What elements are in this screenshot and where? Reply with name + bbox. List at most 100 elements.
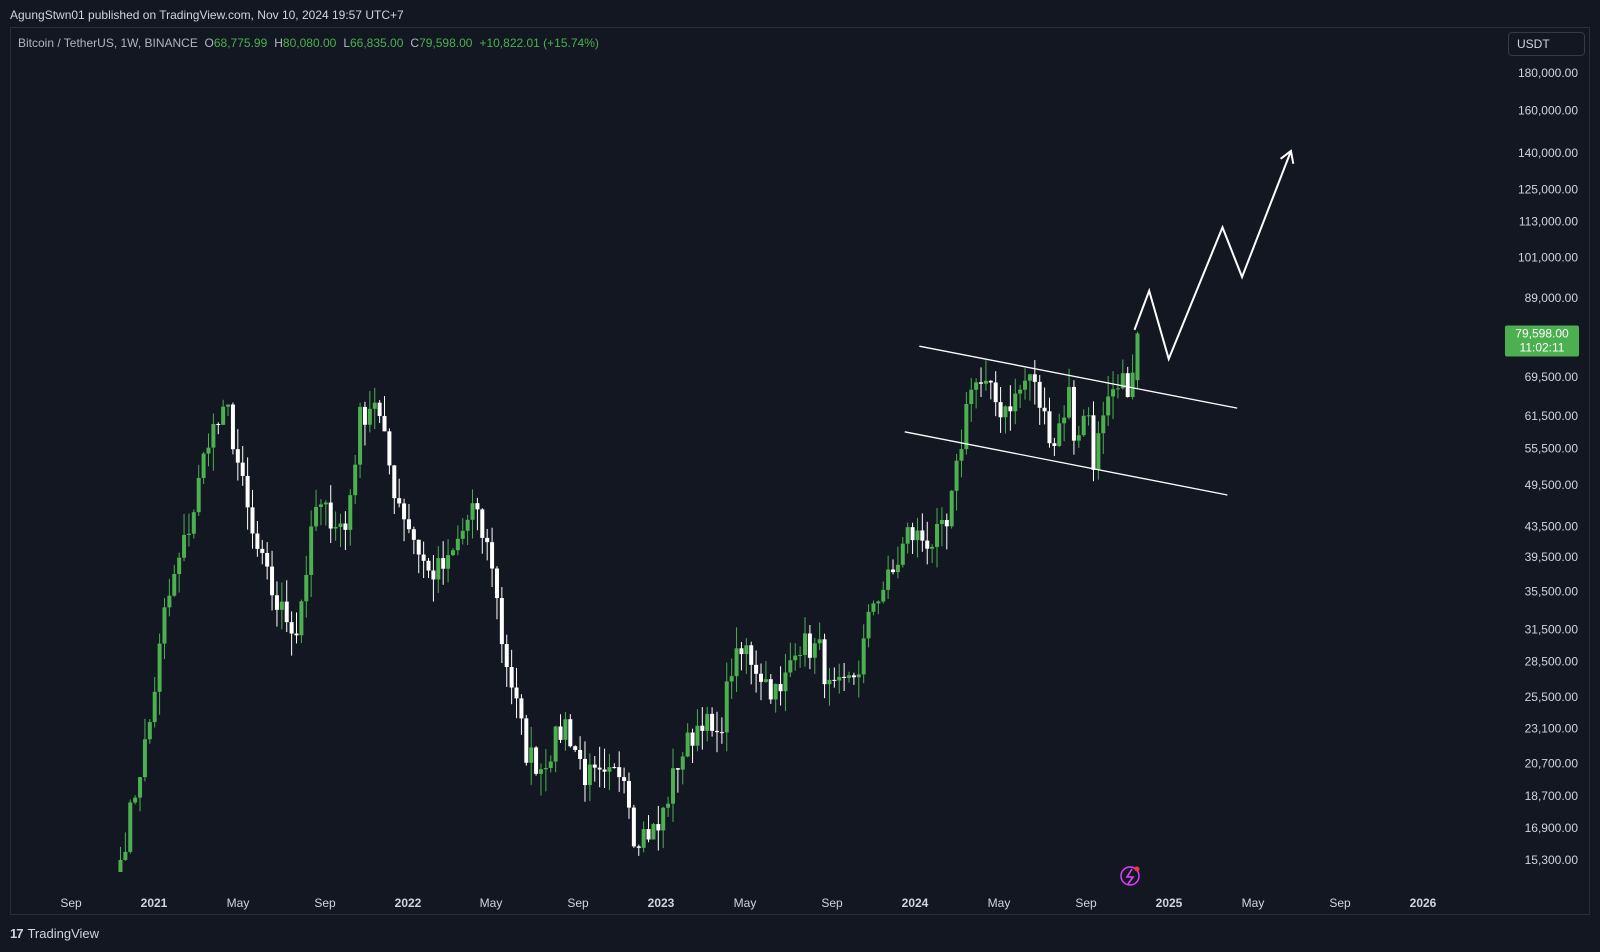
candle-body bbox=[636, 846, 641, 848]
candle-body bbox=[969, 389, 974, 405]
candle-body bbox=[118, 860, 123, 872]
candle-body bbox=[362, 406, 367, 425]
x-tick-label: May bbox=[227, 896, 250, 910]
candle-body bbox=[573, 746, 578, 750]
candle-body bbox=[983, 380, 988, 384]
candle-body bbox=[612, 767, 617, 769]
last-price-badge bbox=[1505, 325, 1579, 357]
legend-high: 80,080.00 bbox=[282, 36, 337, 50]
candle-body bbox=[626, 780, 631, 808]
candle-body bbox=[485, 537, 490, 543]
candle-body bbox=[230, 404, 235, 450]
candle-body bbox=[147, 722, 152, 740]
candle-body bbox=[348, 495, 353, 530]
candle-body bbox=[167, 595, 172, 608]
candle-body bbox=[446, 555, 451, 569]
candle-body bbox=[343, 523, 348, 530]
x-tick-label: May bbox=[988, 896, 1011, 910]
time-axis: Sep 2021 May Sep 2022 May Sep 2023 May Sep 2024 May… bbox=[60, 896, 1436, 910]
projection-path bbox=[1133, 150, 1292, 362]
candle-body bbox=[529, 747, 534, 763]
candle-body bbox=[1003, 406, 1008, 418]
candle-body bbox=[309, 526, 314, 575]
candle-body bbox=[563, 719, 568, 740]
candle-body bbox=[470, 503, 475, 520]
legend-close-label: C bbox=[410, 36, 420, 50]
candle-body bbox=[211, 423, 216, 448]
y-tick-label: 55,500.00 bbox=[1525, 442, 1579, 456]
y-tick-label: 31,500.00 bbox=[1525, 622, 1579, 636]
y-tick-label: 101,000.00 bbox=[1518, 250, 1578, 264]
candle-body bbox=[944, 519, 949, 527]
candle-body bbox=[700, 725, 705, 731]
candle-body bbox=[827, 679, 832, 685]
candle-body bbox=[900, 543, 905, 565]
candle-body bbox=[1086, 415, 1091, 417]
candle-body bbox=[436, 558, 441, 580]
candle-body bbox=[920, 530, 925, 541]
y-tick-label: 140,000.00 bbox=[1518, 146, 1578, 160]
candle-body bbox=[387, 431, 392, 466]
x-tick-label: Sep bbox=[1075, 896, 1097, 910]
candle-body bbox=[519, 698, 524, 719]
x-tick-label: 2022 bbox=[395, 896, 422, 910]
x-tick-label: 2023 bbox=[648, 896, 675, 910]
candle-body bbox=[856, 674, 861, 678]
candle-body bbox=[191, 512, 196, 534]
candle-body bbox=[260, 548, 265, 553]
candle-body bbox=[651, 824, 656, 840]
candle-body bbox=[822, 639, 827, 685]
candle-body bbox=[358, 406, 363, 465]
candle-body bbox=[255, 533, 260, 549]
channel-upper-line bbox=[919, 345, 1238, 409]
candle-body bbox=[587, 764, 592, 786]
y-tick-label: 89,000.00 bbox=[1525, 291, 1579, 305]
x-tick-label: May bbox=[1242, 896, 1265, 910]
candle-body bbox=[499, 598, 504, 645]
candle-body bbox=[558, 726, 563, 740]
candle-body bbox=[881, 589, 886, 602]
y-tick-label: 15,300.00 bbox=[1525, 853, 1579, 867]
candle-body bbox=[812, 643, 817, 658]
legend-symbol[interactable]: Bitcoin / TetherUS, 1W, BINANCE bbox=[18, 36, 198, 50]
candle-body bbox=[939, 519, 944, 525]
candle-body bbox=[778, 683, 783, 692]
candle-body bbox=[1032, 374, 1037, 382]
candle-body bbox=[891, 569, 896, 573]
candle-body bbox=[1008, 406, 1013, 412]
x-tick-label: 2021 bbox=[141, 896, 168, 910]
candle-body bbox=[1013, 393, 1018, 412]
drawings-layer bbox=[904, 149, 1295, 496]
x-tick-label: Sep bbox=[60, 896, 82, 910]
candle-body bbox=[675, 768, 680, 770]
lightning-event-icon[interactable] bbox=[1120, 866, 1140, 886]
candle-body bbox=[1052, 443, 1057, 446]
candle-body bbox=[460, 530, 465, 539]
candle-body bbox=[842, 676, 847, 678]
chart-frame[interactable] bbox=[10, 27, 1590, 915]
legend-open-label: O bbox=[204, 36, 214, 50]
candle-body bbox=[631, 807, 636, 847]
x-tick-label: 2024 bbox=[902, 896, 929, 910]
candle-body bbox=[182, 534, 187, 558]
candle-body bbox=[817, 639, 822, 644]
candle-body bbox=[328, 502, 333, 529]
candle-body bbox=[617, 767, 622, 778]
notification-dot bbox=[1134, 866, 1140, 872]
legend-high-label: H bbox=[274, 36, 283, 50]
candle-body bbox=[289, 622, 294, 634]
candle-body bbox=[406, 519, 411, 530]
candle-body bbox=[318, 504, 323, 507]
footer-branding[interactable]: 17 TradingView bbox=[10, 926, 99, 941]
candle-body bbox=[988, 380, 993, 383]
legend-close: 79,598.00 bbox=[419, 36, 473, 50]
y-tick-label: 35,500.00 bbox=[1525, 584, 1579, 598]
candle-body bbox=[710, 713, 715, 731]
candle-body bbox=[201, 453, 206, 478]
candle-body bbox=[993, 382, 998, 403]
x-tick-label: Sep bbox=[314, 896, 336, 910]
lightning-icon-ring bbox=[1120, 866, 1140, 886]
candle-body bbox=[265, 552, 270, 567]
currency-button[interactable]: USDT bbox=[1508, 32, 1585, 56]
